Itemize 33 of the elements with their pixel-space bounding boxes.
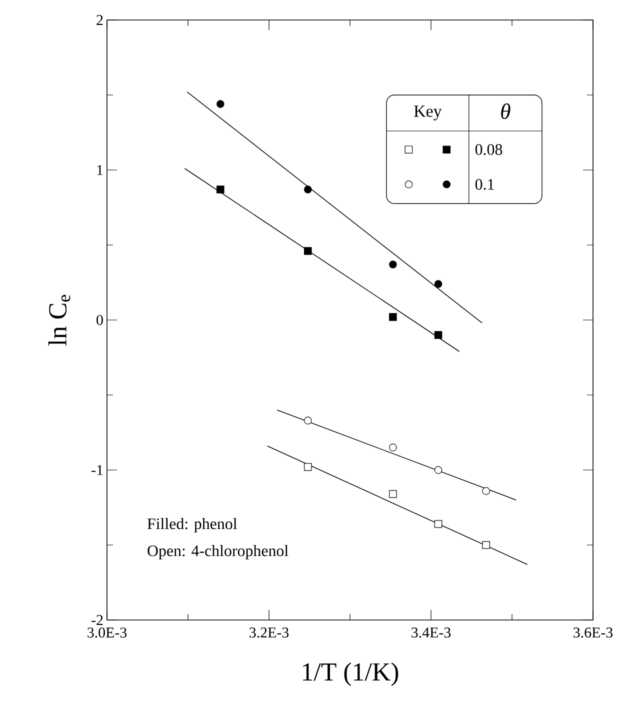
x-tick-label: 3.4E-3 (412, 628, 451, 638)
legend-title: Key (414, 106, 442, 120)
point (389, 444, 397, 452)
point (304, 463, 312, 471)
point (389, 313, 397, 321)
y-tick-label: 0 (96, 314, 103, 326)
point (304, 186, 312, 194)
legend-label: 0.1 (475, 178, 494, 190)
point (389, 490, 397, 498)
y-axis-title: ln C$_{e}$ (48, 294, 70, 346)
y-tick-label: 1 (97, 165, 103, 175)
point (304, 416, 312, 424)
annotation: Open: 4-chlorophenol (148, 544, 288, 560)
point (216, 186, 224, 194)
x-tick-label: 3.2E-3 (250, 628, 289, 638)
point (482, 487, 490, 495)
point (434, 520, 442, 528)
point (304, 247, 312, 255)
annotation: Filled: phenol (147, 518, 237, 532)
point (434, 466, 442, 474)
legend-label: 0.08 (475, 144, 502, 155)
point (216, 100, 224, 108)
point (434, 331, 442, 339)
y-tick-label: -1 (92, 465, 103, 475)
x-tick-label: 3.0E-3 (88, 628, 127, 638)
point (389, 260, 397, 268)
point (434, 280, 442, 288)
x-axis-title: 1/T (1/K) (303, 662, 398, 686)
y-tick-label: -2 (92, 615, 103, 625)
y-tick-label: 2 (96, 15, 103, 25)
x-tick-label: 3.6E-3 (574, 628, 613, 638)
point (482, 541, 490, 549)
annotation: θ (501, 103, 510, 119)
